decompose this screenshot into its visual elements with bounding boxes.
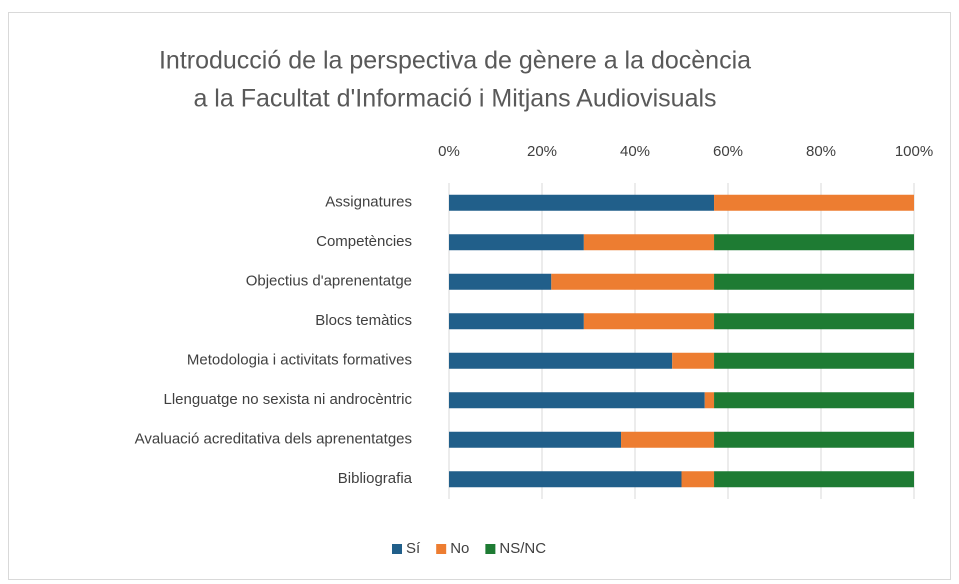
bar-segment (672, 352, 715, 369)
legend-swatch (485, 544, 496, 554)
y-tick-label: Metodologia i activitats formatives (187, 352, 412, 369)
legend-swatch (392, 544, 402, 554)
x-tick-label: 20% (527, 143, 557, 160)
bar-segment (449, 431, 622, 448)
legend-label: Sí (406, 540, 421, 557)
bar-segment (449, 273, 552, 290)
bar-segment (621, 431, 715, 448)
bar-segment (583, 313, 715, 330)
bar-segment (714, 194, 914, 211)
bar-segment (449, 194, 715, 211)
bar-segment (449, 234, 584, 251)
x-tick-label: 60% (713, 143, 743, 160)
bar-segment (704, 392, 715, 409)
bar-segment (714, 313, 914, 330)
legend-label: No (450, 540, 469, 557)
y-tick-label: Competències (316, 233, 412, 250)
x-tick-label: 0% (438, 143, 460, 160)
bar-segment (681, 471, 715, 488)
legend-swatch (436, 544, 447, 554)
bar-segment (449, 471, 682, 488)
x-tick-label: 100% (895, 143, 933, 160)
x-tick-label: 40% (620, 143, 650, 160)
bar-segment (714, 273, 914, 290)
y-tick-label: Bibliografia (338, 470, 413, 487)
bar-segment (714, 392, 914, 409)
chart-title: Introducció de la perspectiva de gènere … (159, 47, 751, 75)
bar-segment (449, 392, 705, 409)
y-tick-label: Avaluació acreditativa dels aprenentatge… (135, 431, 412, 448)
chart-title: a la Facultat d'Informació i Mitjans Aud… (193, 85, 716, 113)
y-tick-label: Assignatures (325, 194, 412, 211)
bar-segment (714, 234, 914, 251)
bar-segment (714, 471, 914, 488)
bar-segment (449, 352, 673, 369)
y-tick-label: Objectius d'aprenentatge (246, 273, 412, 290)
legend-label: NS/NC (499, 540, 546, 557)
bar-segment (714, 352, 914, 369)
bar-segment (551, 273, 715, 290)
y-tick-label: Llenguatge no sexista ni androcèntric (164, 391, 413, 408)
bar-segment (583, 234, 715, 251)
y-tick-label: Blocs temàtics (315, 312, 412, 329)
bar-segment (449, 313, 584, 330)
bar-segment (714, 431, 914, 448)
x-tick-label: 80% (806, 143, 836, 160)
